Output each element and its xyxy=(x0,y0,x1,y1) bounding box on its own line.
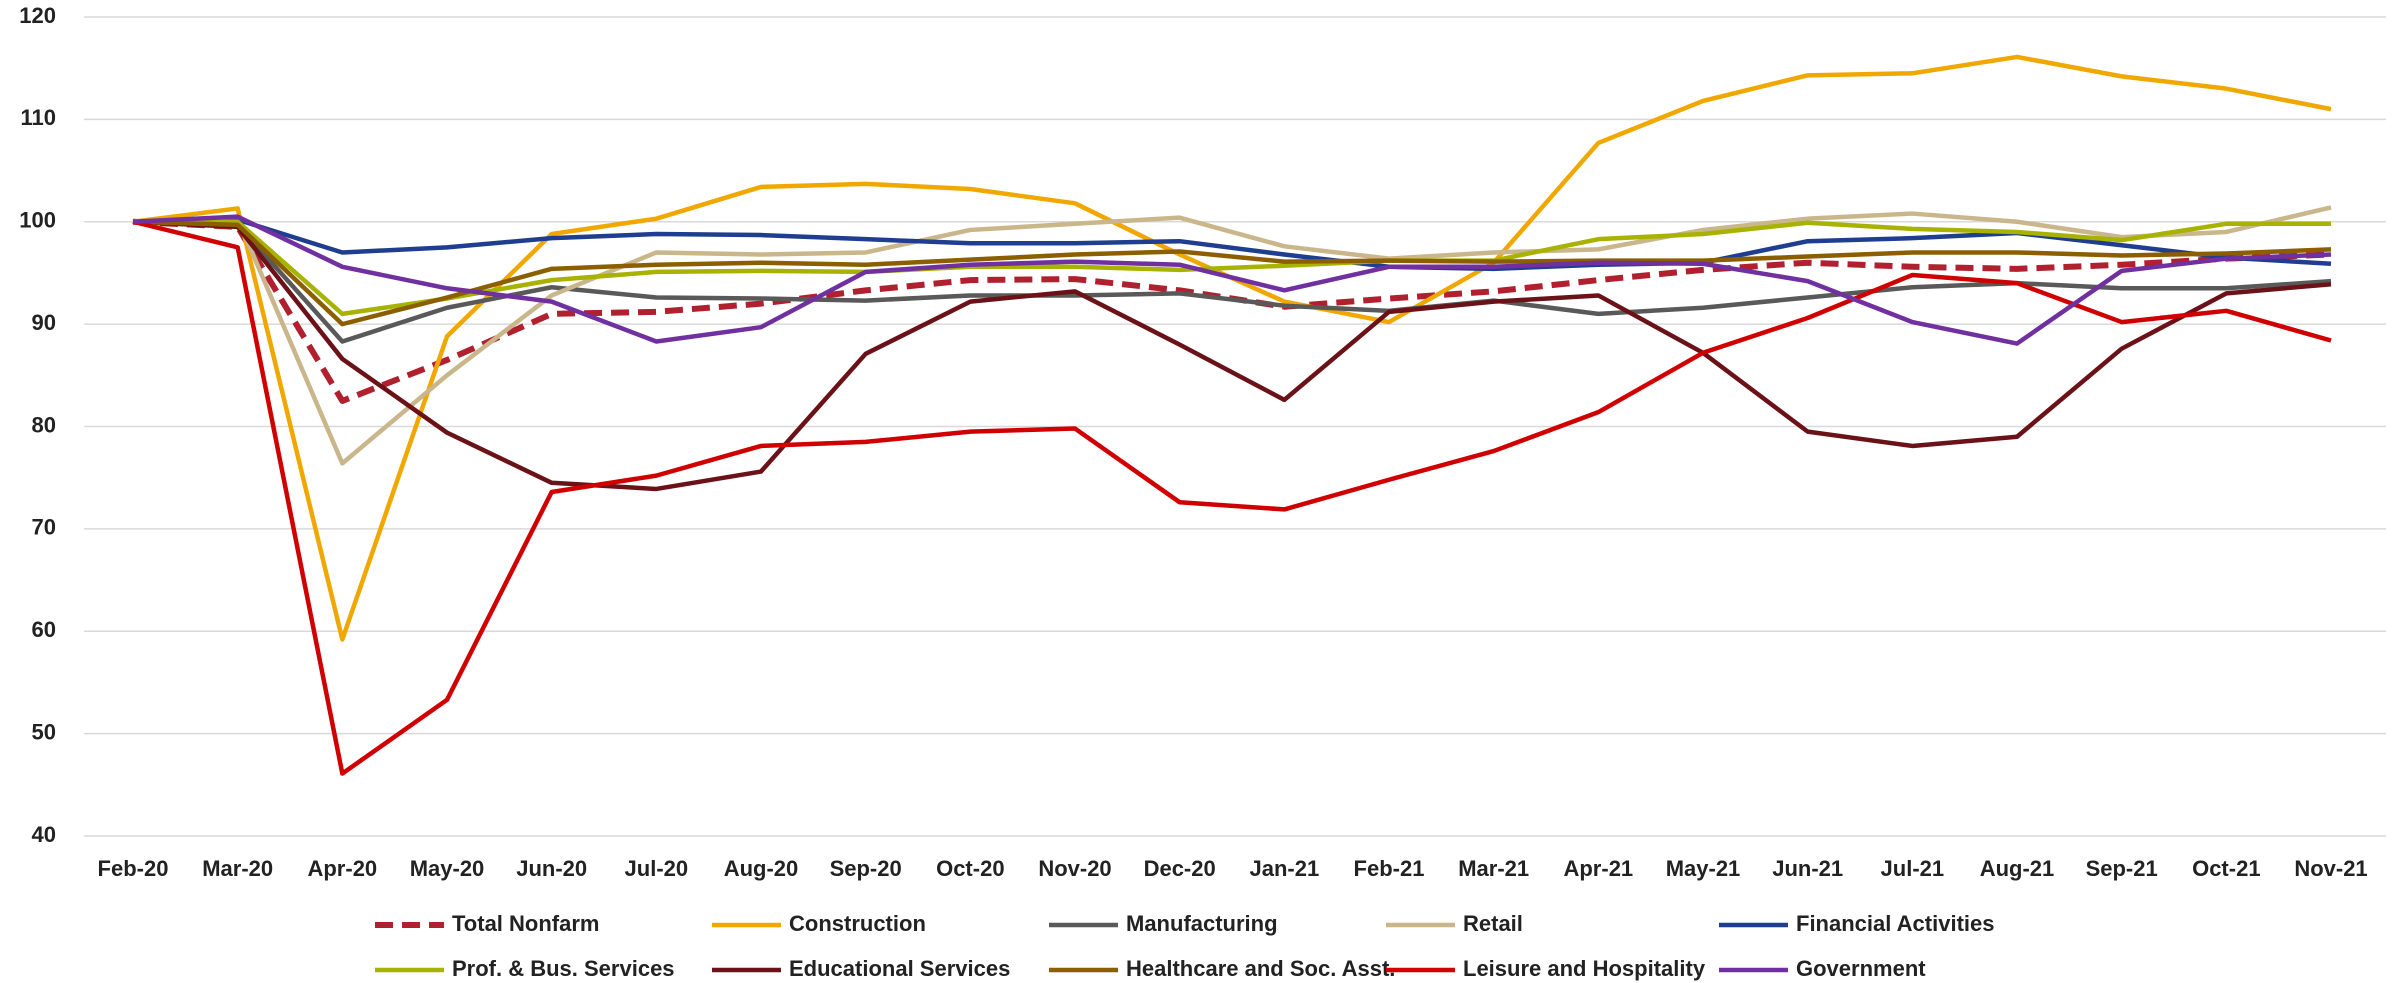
x-tick-label: Jan-21 xyxy=(1249,856,1319,881)
x-tick-label: May-20 xyxy=(410,856,485,881)
x-tick-label: Jul-21 xyxy=(1881,856,1945,881)
x-tick-label: Feb-21 xyxy=(1354,856,1425,881)
y-tick-label: 90 xyxy=(32,310,56,335)
x-tick-label: Nov-20 xyxy=(1038,856,1111,881)
series-line xyxy=(132,219,2332,344)
y-tick-label: 40 xyxy=(32,822,56,847)
legend-label: Construction xyxy=(789,911,926,936)
y-tick-label: 80 xyxy=(32,412,56,437)
series-line xyxy=(132,54,2332,642)
legend-label: Healthcare and Soc. Asst. xyxy=(1126,956,1395,981)
x-tick-label: Jul-20 xyxy=(625,856,689,881)
x-tick-label: Feb-20 xyxy=(98,856,169,881)
x-tick-label: Aug-20 xyxy=(724,856,799,881)
y-tick-label: 100 xyxy=(19,208,56,233)
legend-label: Financial Activities xyxy=(1796,911,1994,936)
x-tick-label: Jun-21 xyxy=(1772,856,1843,881)
x-tick-label: Mar-21 xyxy=(1458,856,1529,881)
x-tick-label: Aug-21 xyxy=(1980,856,2055,881)
series-line xyxy=(132,219,2332,776)
series-line xyxy=(133,219,2331,317)
y-tick-label: 50 xyxy=(32,719,56,744)
x-tick-label: Apr-20 xyxy=(307,856,377,881)
x-tick-label: Jun-20 xyxy=(516,856,587,881)
legend-label: Total Nonfarm xyxy=(452,911,599,936)
x-tick-label: Nov-21 xyxy=(2294,856,2367,881)
x-tick-label: Mar-20 xyxy=(202,856,273,881)
legend-label: Retail xyxy=(1463,911,1523,936)
legend-label: Leisure and Hospitality xyxy=(1463,956,1706,981)
x-tick-label: May-21 xyxy=(1666,856,1741,881)
x-tick-label: Oct-21 xyxy=(2192,856,2260,881)
legend-label: Government xyxy=(1796,956,1926,981)
y-tick-label: 70 xyxy=(32,515,56,540)
legend-label: Prof. & Bus. Services xyxy=(452,956,675,981)
series-line xyxy=(132,205,2332,466)
x-tick-label: Dec-20 xyxy=(1144,856,1216,881)
series-line xyxy=(132,219,2332,327)
series-line xyxy=(132,214,2332,346)
y-tick-label: 60 xyxy=(32,617,56,642)
legend-label: Educational Services xyxy=(789,956,1010,981)
x-tick-label: Sep-20 xyxy=(830,856,902,881)
series-line xyxy=(132,219,2332,492)
series-line xyxy=(132,217,2332,272)
legend-label: Manufacturing xyxy=(1126,911,1278,936)
x-tick-label: Sep-21 xyxy=(2086,856,2158,881)
x-tick-label: Oct-20 xyxy=(936,856,1004,881)
x-tick-label: Apr-21 xyxy=(1563,856,1633,881)
y-tick-label: 110 xyxy=(21,105,57,130)
y-tick-label: 120 xyxy=(19,3,56,28)
